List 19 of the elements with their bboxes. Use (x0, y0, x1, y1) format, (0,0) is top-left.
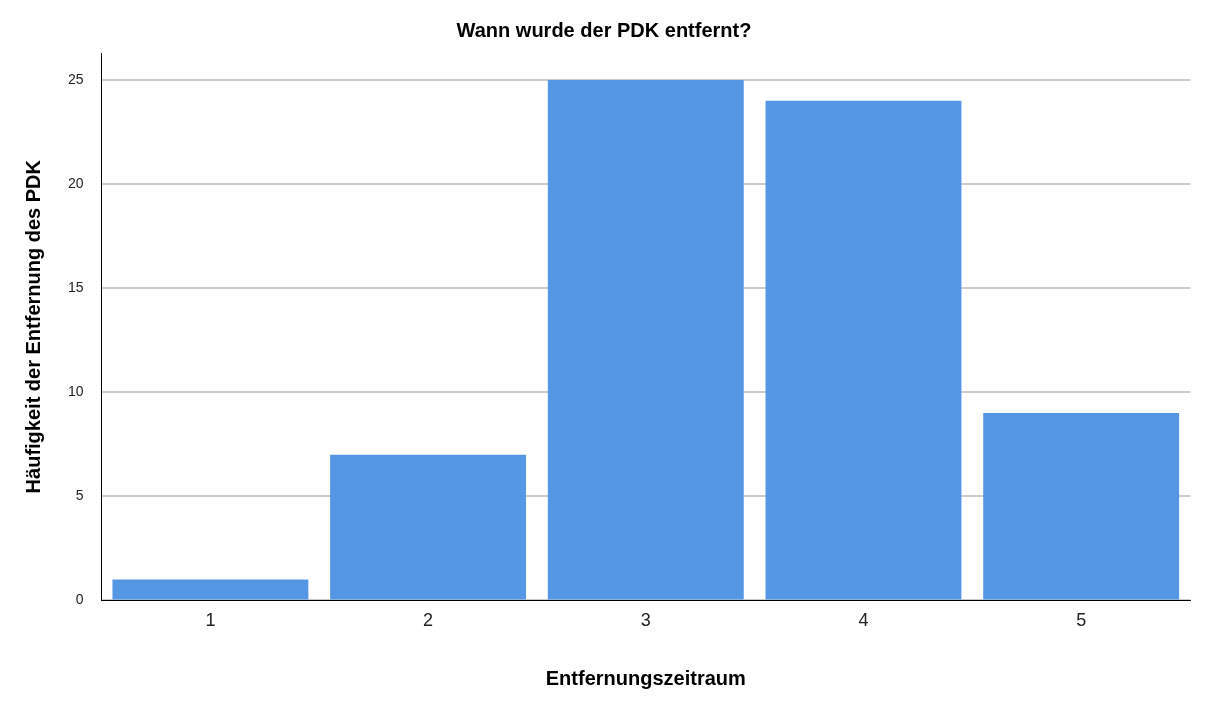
x-tick-label: 5 (1076, 610, 1087, 631)
x-axis-title: Entfernungszeitraum (545, 666, 746, 689)
bar (547, 80, 744, 600)
x-tick-label: 2 (423, 610, 434, 631)
x-tick-label: 4 (858, 610, 869, 631)
x-tick-label: 1 (205, 610, 216, 631)
y-tick-label: 20 (67, 174, 84, 191)
bar (112, 579, 309, 600)
y-tick-label: 5 (75, 487, 84, 504)
bar (330, 454, 527, 600)
y-tick-label: 0 (75, 591, 84, 608)
y-tick-label: 15 (67, 279, 84, 296)
x-tick-label: 3 (640, 610, 651, 631)
bar (983, 413, 1180, 600)
y-axis-title: Häufigkeit der Entfernung des PDK (21, 159, 44, 494)
y-tick-label: 10 (67, 383, 84, 400)
bar (765, 100, 962, 600)
y-tick-label: 25 (67, 70, 84, 87)
chart-title: Wann wurde der PDK entfernt? (456, 18, 752, 41)
